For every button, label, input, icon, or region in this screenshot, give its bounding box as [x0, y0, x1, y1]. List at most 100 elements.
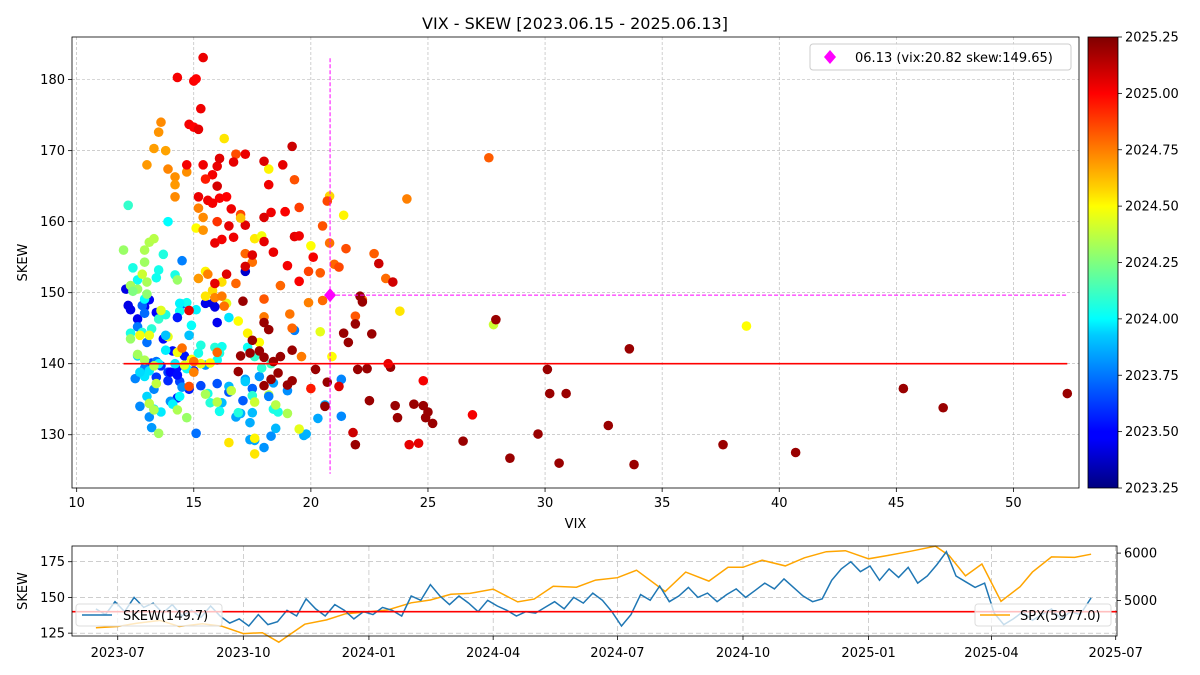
colorbar-tick-label: 2023.75 [1125, 369, 1179, 384]
data-point [186, 320, 197, 331]
data-point [270, 400, 281, 410]
data-point [287, 345, 297, 356]
y-tick-label: 180 [40, 73, 65, 88]
data-point [327, 351, 337, 362]
data-point [139, 308, 150, 319]
x-tick-label: 2024-04 [466, 646, 520, 661]
data-point [224, 221, 234, 231]
data-point [160, 345, 171, 356]
data-point [427, 418, 438, 429]
data-point [315, 326, 326, 337]
plot-frame [71, 36, 1080, 489]
data-point [123, 200, 134, 211]
data-point [334, 381, 344, 392]
data-point [142, 289, 152, 299]
data-point [259, 352, 269, 363]
legend-marker [824, 50, 836, 64]
data-point [196, 380, 206, 391]
data-point [181, 297, 192, 308]
data-point [402, 194, 412, 204]
legend-box [974, 603, 1112, 627]
data-point [718, 439, 728, 450]
data-point [193, 203, 204, 213]
data-point [139, 245, 150, 255]
colorbar: 2023.25 2023.50 2023.75 2024.00 2024.25 2024.… [1087, 31, 1179, 497]
data-point [181, 160, 192, 170]
data-point [275, 280, 286, 291]
data-point [315, 267, 326, 278]
data-point [184, 381, 194, 392]
data-point [132, 314, 143, 324]
data-point [544, 388, 555, 399]
data-point [170, 179, 180, 190]
data-point [118, 245, 129, 255]
data-point [350, 319, 361, 329]
data-point [392, 412, 403, 423]
data-point [172, 72, 183, 83]
data-point [156, 305, 166, 316]
data-point [247, 407, 258, 418]
legend-label: 06.13 (vix:20.82 skew:149.65) [855, 51, 1053, 66]
data-point [181, 412, 192, 423]
data-point [177, 255, 187, 266]
data-point [301, 429, 311, 439]
data-point [350, 311, 361, 321]
data-point [282, 408, 293, 419]
data-point [153, 428, 164, 439]
data-point [184, 330, 194, 341]
data-point [322, 196, 333, 206]
data-point [284, 309, 295, 319]
data-point [268, 247, 279, 258]
data-point [149, 361, 159, 371]
data-point [561, 388, 571, 399]
data-point [317, 295, 328, 306]
data-point [198, 212, 208, 223]
x-tick-label: 2025-07 [1089, 646, 1143, 661]
data-point [322, 377, 333, 387]
data-point [741, 321, 752, 331]
colorbar-tick-label: 2024.75 [1125, 143, 1179, 158]
colorbar-tick-label: 2024.25 [1125, 256, 1179, 271]
data-point [163, 375, 173, 386]
data-point [139, 355, 150, 365]
legend-spx: SPX(5977.0) [974, 603, 1112, 627]
x-tick-label: 20 [303, 496, 320, 511]
data-point [294, 276, 304, 287]
data-point [317, 221, 328, 231]
data-point [224, 437, 234, 448]
data-point [158, 249, 169, 260]
data-point [212, 216, 222, 227]
data-point [247, 250, 258, 260]
data-point [212, 378, 222, 389]
y-tick-label: 140 [40, 357, 65, 372]
data-point [395, 306, 405, 316]
data-point [203, 269, 213, 280]
data-point [324, 238, 335, 248]
data-point [263, 324, 274, 335]
data-point [198, 160, 208, 170]
data-point [334, 262, 344, 272]
data-point [259, 236, 269, 247]
data-point [256, 363, 267, 373]
data-point [233, 316, 244, 326]
data-point [277, 160, 288, 170]
data-point [123, 300, 134, 311]
data-point [266, 431, 276, 441]
data-point [212, 181, 222, 191]
data-point [177, 343, 187, 353]
data-point [219, 133, 230, 144]
data-point [177, 382, 187, 392]
y-tick-label: 125 [40, 627, 65, 642]
data-point [137, 269, 148, 280]
x-tick-label: 2024-01 [342, 646, 396, 661]
time-series-plot: 2023-07 2023-10 2024-01 2024-04 2024-07 2024-… [16, 545, 1157, 661]
data-point [144, 330, 155, 341]
data-point [163, 164, 173, 174]
data-point [348, 427, 358, 438]
data-point [240, 220, 251, 231]
data-point [221, 269, 232, 280]
data-point [418, 375, 429, 386]
data-point [128, 286, 138, 297]
data-point [125, 334, 136, 344]
